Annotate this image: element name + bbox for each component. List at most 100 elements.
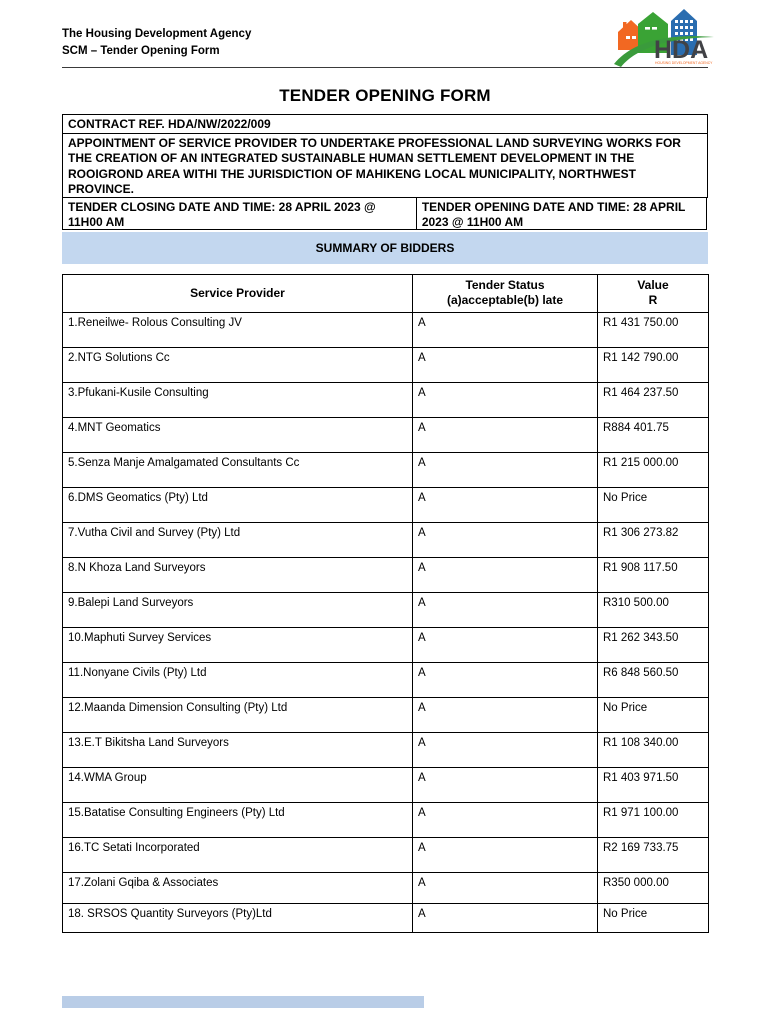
cell-tender-status: A — [412, 836, 598, 873]
cell-tender-status: A — [412, 591, 598, 628]
cell-service-provider: 17.Zolani Gqiba & Associates — [62, 871, 413, 904]
table-row: 13.E.T Bikitsha Land Surveyors A R1 108 34… — [62, 731, 709, 768]
table-row: 4.MNT Geomatics A R884 401.75 — [62, 416, 709, 453]
col-header-value: Value R — [597, 273, 709, 313]
logo-chimney — [623, 22, 627, 29]
cell-tender-status: A — [412, 416, 598, 453]
letterhead-divider — [62, 67, 708, 68]
table-row: 8.N Khoza Land Surveyors A R1 908 117.50 — [62, 556, 709, 593]
tender-status-header-line1: Tender Status — [465, 278, 545, 293]
summary-of-bidders-banner: SUMMARY OF BIDDERS — [62, 231, 708, 264]
cell-tender-status: A — [412, 902, 598, 933]
table-row: 18. SRSOS Quantity Surveyors (Pty)Ltd A No… — [62, 902, 709, 933]
contract-ref: CONTRACT REF. HDA/NW/2022/009 — [62, 114, 708, 134]
page-title: TENDER OPENING FORM — [279, 86, 491, 105]
cell-service-provider: 7.Vutha Civil and Survey (Pty) Ltd — [62, 521, 413, 558]
cell-service-provider: 3.Pfukani-Kusile Consulting — [62, 381, 413, 418]
col-header-tender-status: Tender Status (a)acceptable(b) late — [412, 273, 598, 313]
cell-tender-status: A — [412, 801, 598, 838]
cell-value: No Price — [597, 486, 709, 523]
cell-tender-status: A — [412, 766, 598, 803]
logo-subtext: HOUSING DEVELOPMENT AGENCY — [655, 61, 713, 65]
tender-opening-date: TENDER OPENING DATE AND TIME: 28 APRIL 2… — [415, 196, 707, 230]
cell-value: No Price — [597, 696, 709, 733]
appointment-description: APPOINTMENT OF SERVICE PROVIDER TO UNDER… — [62, 132, 708, 198]
footer-bar — [62, 996, 424, 1008]
cell-service-provider: 18. SRSOS Quantity Surveyors (Pty)Ltd — [62, 902, 413, 933]
col-header-service-provider: Service Provider — [62, 273, 413, 313]
cell-tender-status: A — [412, 486, 598, 523]
cell-service-provider: 10.Maphuti Survey Services — [62, 626, 413, 663]
cell-value: R1 215 000.00 — [597, 451, 709, 488]
cell-value: R1 306 273.82 — [597, 521, 709, 558]
cell-value: No Price — [597, 902, 709, 933]
cell-tender-status: A — [412, 556, 598, 593]
cell-value: R884 401.75 — [597, 416, 709, 453]
cell-service-provider: 2.NTG Solutions Cc — [62, 346, 413, 383]
tender-dates-row: TENDER CLOSING DATE AND TIME: 28 APRIL 2… — [62, 196, 708, 230]
tender-closing-date: TENDER CLOSING DATE AND TIME: 28 APRIL 2… — [62, 196, 417, 230]
cell-tender-status: A — [412, 381, 598, 418]
table-row: 17.Zolani Gqiba & Associates A R350 000.00 — [62, 871, 709, 904]
cell-value: R1 403 971.50 — [597, 766, 709, 803]
table-row: 12.Maanda Dimension Consulting (Pty) Ltd… — [62, 696, 709, 733]
logo-wordmark: HDA — [654, 36, 708, 64]
table-row: 2.NTG Solutions Cc A R1 142 790.00 — [62, 346, 709, 383]
cell-service-provider: 5.Senza Manje Amalgamated Consultants Cc — [62, 451, 413, 488]
cell-value: R2 169 733.75 — [597, 836, 709, 873]
service-provider-header-label: Service Provider — [190, 285, 285, 300]
table-row: 15.Batatise Consulting Engineers (Pty) L… — [62, 801, 709, 838]
tender-opening-form-page: The Housing Development Agency SCM – Ten… — [62, 0, 714, 933]
cell-service-provider: 16.TC Setati Incorporated — [62, 836, 413, 873]
swoosh-icon — [614, 36, 714, 67]
cell-value: R1 108 340.00 — [597, 731, 709, 768]
table-row: 5.Senza Manje Amalgamated Consultants Cc… — [62, 451, 709, 488]
cell-value: R1 431 750.00 — [597, 311, 709, 348]
cell-service-provider: 14.WMA Group — [62, 766, 413, 803]
orange-house-icon — [618, 20, 644, 50]
table-row: 7.Vutha Civil and Survey (Pty) Ltd A R1 30… — [62, 521, 709, 558]
cell-tender-status: A — [412, 311, 598, 348]
cell-tender-status: A — [412, 346, 598, 383]
cell-tender-status: A — [412, 451, 598, 488]
table-row: 9.Balepi Land Surveyors A R310 500.00 — [62, 591, 709, 628]
table-row: 14.WMA Group A R1 403 971.50 — [62, 766, 709, 803]
table-gap — [62, 264, 708, 274]
cell-tender-status: A — [412, 626, 598, 663]
cell-service-provider: 9.Balepi Land Surveyors — [62, 591, 413, 628]
cell-value: R1 971 100.00 — [597, 801, 709, 838]
cell-service-provider: 6.DMS Geomatics (Pty) Ltd — [62, 486, 413, 523]
cell-service-provider: 8.N Khoza Land Surveyors — [62, 556, 413, 593]
cell-tender-status: A — [412, 661, 598, 698]
tender-status-header-line2: (a)acceptable(b) late — [446, 293, 564, 308]
cell-tender-status: A — [412, 731, 598, 768]
cell-value: R1 908 117.50 — [597, 556, 709, 593]
letterhead: The Housing Development Agency SCM – Ten… — [62, 0, 714, 68]
letterhead-text: The Housing Development Agency SCM – Ten… — [62, 26, 251, 60]
table-row: 3.Pfukani-Kusile Consulting A R1 464 237.5… — [62, 381, 709, 418]
cell-service-provider: 4.MNT Geomatics — [62, 416, 413, 453]
table-header-row: Service Provider Tender Status (a)accept… — [62, 273, 709, 313]
cell-value: R350 000.00 — [597, 871, 709, 904]
cell-value: R1 464 237.50 — [597, 381, 709, 418]
cell-service-provider: 15.Batatise Consulting Engineers (Pty) L… — [62, 801, 413, 838]
value-header-line1: Value — [637, 278, 669, 293]
cell-service-provider: 11.Nonyane Civils (Pty) Ltd — [62, 661, 413, 698]
cell-service-provider: 13.E.T Bikitsha Land Surveyors — [62, 731, 413, 768]
table-row: 6.DMS Geomatics (Pty) Ltd A No Price — [62, 486, 709, 523]
table-row: 11.Nonyane Civils (Pty) Ltd A R6 848 560.5… — [62, 661, 709, 698]
table-row: 1.Reneilwe- Rolous Consulting JV A R1 431 … — [62, 311, 709, 348]
org-name: The Housing Development Agency — [62, 28, 252, 40]
cell-value: R310 500.00 — [597, 591, 709, 628]
hda-logo: HDA HOUSING DEVELOPMENT AGENCY — [614, 6, 714, 67]
doc-type: SCM – Tender Opening Form — [62, 45, 220, 57]
hda-logo-icon: HDA HOUSING DEVELOPMENT AGENCY — [614, 9, 714, 67]
value-header-line2: R — [648, 293, 658, 308]
cell-service-provider: 12.Maanda Dimension Consulting (Pty) Ltd — [62, 696, 413, 733]
cell-tender-status: A — [412, 521, 598, 558]
cell-service-provider: 1.Reneilwe- Rolous Consulting JV — [62, 311, 413, 348]
table-row: 16.TC Setati Incorporated A R2 169 733.75 — [62, 836, 709, 873]
cell-tender-status: A — [412, 871, 598, 904]
bidders-table: Service Provider Tender Status (a)accept… — [62, 273, 709, 933]
cell-tender-status: A — [412, 696, 598, 733]
